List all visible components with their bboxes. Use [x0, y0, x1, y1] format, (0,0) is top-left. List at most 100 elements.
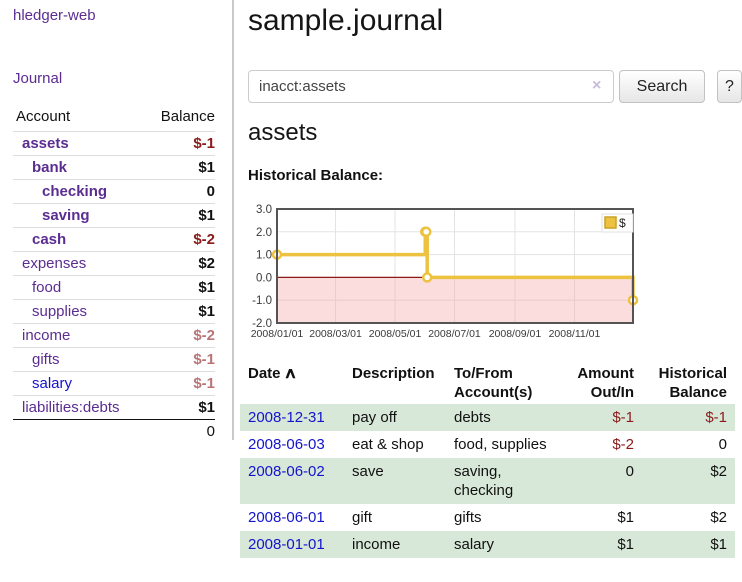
- account-row: salary $-1: [13, 371, 215, 396]
- plot-border: [276, 208, 634, 324]
- x-axis-tick-label: 2008/11/01: [549, 328, 601, 340]
- account-link-salary[interactable]: salary: [32, 375, 73, 392]
- transaction-date-link[interactable]: 2008-06-02: [248, 463, 325, 480]
- account-balance: $-2: [193, 231, 215, 248]
- account-balance: 0: [206, 183, 215, 200]
- account-balance: $1: [198, 303, 215, 320]
- data-point-marker: [420, 226, 432, 238]
- transaction-amount: $-1: [612, 409, 634, 426]
- account-balance: $1: [198, 279, 215, 296]
- transaction-balance: $2: [710, 463, 727, 480]
- account-link-food[interactable]: food: [32, 279, 62, 296]
- transaction-date-link[interactable]: 2008-06-03: [248, 436, 325, 453]
- sort-ascending-icon: ∧: [283, 365, 297, 382]
- account-link-bank[interactable]: bank: [32, 159, 68, 176]
- transaction-date-link[interactable]: 2008-12-31: [248, 409, 325, 426]
- account-row: assets $-1: [13, 131, 215, 156]
- search-bar: × Search ?: [248, 70, 742, 103]
- account-row: food $1: [13, 275, 215, 300]
- x-axis-tick-label: 2008/01/01: [251, 328, 304, 340]
- account-balance: $-2: [193, 327, 215, 344]
- transaction-accounts: saving, checking: [454, 463, 514, 499]
- transaction-accounts: debts: [454, 409, 491, 426]
- account-link-supplies[interactable]: supplies: [32, 303, 88, 320]
- transaction-row: 2008-06-02 save saving, checking 0 $2: [240, 458, 735, 504]
- column-header-description: Description: [352, 365, 435, 382]
- y-axis-tick-label: 0.0: [256, 272, 272, 284]
- account-row: cash $-2: [13, 227, 215, 252]
- transaction-amount: $1: [617, 509, 634, 526]
- transaction-description: income: [352, 536, 401, 553]
- account-row: supplies $1: [13, 299, 215, 324]
- accounts-table-header: Account Balance: [13, 106, 215, 132]
- account-link-liabilities-debts[interactable]: liabilities:debts: [22, 399, 120, 416]
- sidebar-item-journal[interactable]: Journal: [13, 70, 63, 87]
- account-balance: $-1: [193, 135, 215, 152]
- account-balance: $2: [198, 255, 215, 272]
- account-link-assets[interactable]: assets: [22, 135, 69, 152]
- transaction-accounts: gifts: [454, 509, 482, 526]
- transaction-description: save: [352, 463, 384, 480]
- transaction-amount: 0: [625, 463, 634, 480]
- account-row: saving $1: [13, 203, 215, 228]
- transaction-date-link[interactable]: 2008-01-01: [248, 536, 325, 553]
- transaction-date-link[interactable]: 2008-06-01: [248, 509, 325, 526]
- account-link-cash[interactable]: cash: [32, 231, 67, 248]
- account-balance: $-1: [193, 351, 215, 368]
- account-row: expenses $2: [13, 251, 215, 276]
- x-axis-tick-label: 2008/09/01: [489, 328, 542, 340]
- column-header-date[interactable]: Date ∧: [248, 365, 297, 382]
- transaction-balance: 0: [718, 436, 727, 453]
- account-link-gifts[interactable]: gifts: [32, 351, 60, 368]
- account-row: checking 0: [13, 179, 215, 204]
- y-axis-tick-label: -1.0: [252, 295, 272, 307]
- account-row: liabilities:debts $1: [13, 395, 215, 420]
- chart-label: Historical Balance:: [248, 167, 384, 184]
- transaction-row: 2008-06-01 gift gifts $1 $2: [240, 504, 735, 531]
- transaction-accounts: salary: [454, 536, 495, 553]
- transaction-row: 2008-12-31 pay off debts $-1 $-1: [240, 404, 735, 431]
- transaction-amount: $-2: [612, 436, 634, 453]
- column-header-to-from-account-s-: To/From Account(s): [454, 365, 533, 401]
- transaction-description: eat & shop: [352, 436, 424, 453]
- account-link-checking[interactable]: checking: [42, 183, 108, 200]
- legend-label: $: [619, 216, 626, 230]
- accounts-total-row: 0: [13, 419, 215, 443]
- clear-search-icon[interactable]: ×: [592, 77, 602, 94]
- account-row: bank $1: [13, 155, 215, 180]
- accounts-balance-table: Account Balance assets $-1 bank $1 checking 0…: [13, 106, 215, 443]
- account-row: income $-2: [13, 323, 215, 348]
- account-balance: $1: [198, 159, 215, 176]
- column-header-amount-out-in: Amount Out/In: [577, 365, 634, 401]
- data-point-marker: [421, 272, 433, 283]
- transactions-table: Date ∧ Description To/From Account(s) Amount…: [240, 362, 735, 558]
- account-balance: $1: [198, 399, 215, 416]
- account-link-saving[interactable]: saving: [42, 207, 90, 224]
- search-button[interactable]: Search: [619, 70, 705, 103]
- balance-column-header: Balance: [160, 108, 215, 125]
- y-axis-tick-label: 3.0: [256, 204, 272, 216]
- account-balance: $1: [198, 207, 215, 224]
- x-axis-tick-label: 2008/03/01: [309, 328, 362, 340]
- x-axis-tick-label: 2008/05/01: [369, 328, 422, 340]
- transaction-accounts: food, supplies: [454, 436, 547, 453]
- app-title-link[interactable]: hledger-web: [13, 7, 96, 24]
- help-button[interactable]: ?: [717, 70, 742, 103]
- y-axis-tick-label: 1.0: [256, 250, 272, 262]
- transaction-description: pay off: [352, 409, 397, 426]
- negative-region: [277, 277, 633, 323]
- account-column-header: Account: [16, 108, 71, 125]
- search-input[interactable]: [248, 70, 614, 103]
- y-axis-tick-label: 2.0: [256, 227, 272, 239]
- account-link-income[interactable]: income: [22, 327, 71, 344]
- transaction-description: gift: [352, 509, 373, 526]
- legend-swatch: [604, 216, 617, 229]
- transaction-row: 2008-01-01 income salary $1 $1: [240, 531, 735, 558]
- column-header-historical-balance: Historical Balance: [658, 365, 727, 401]
- transaction-amount: $1: [617, 536, 634, 553]
- account-link-expenses[interactable]: expenses: [22, 255, 87, 272]
- account-balance: $-1: [193, 375, 215, 392]
- sidebar-divider: [232, 0, 234, 440]
